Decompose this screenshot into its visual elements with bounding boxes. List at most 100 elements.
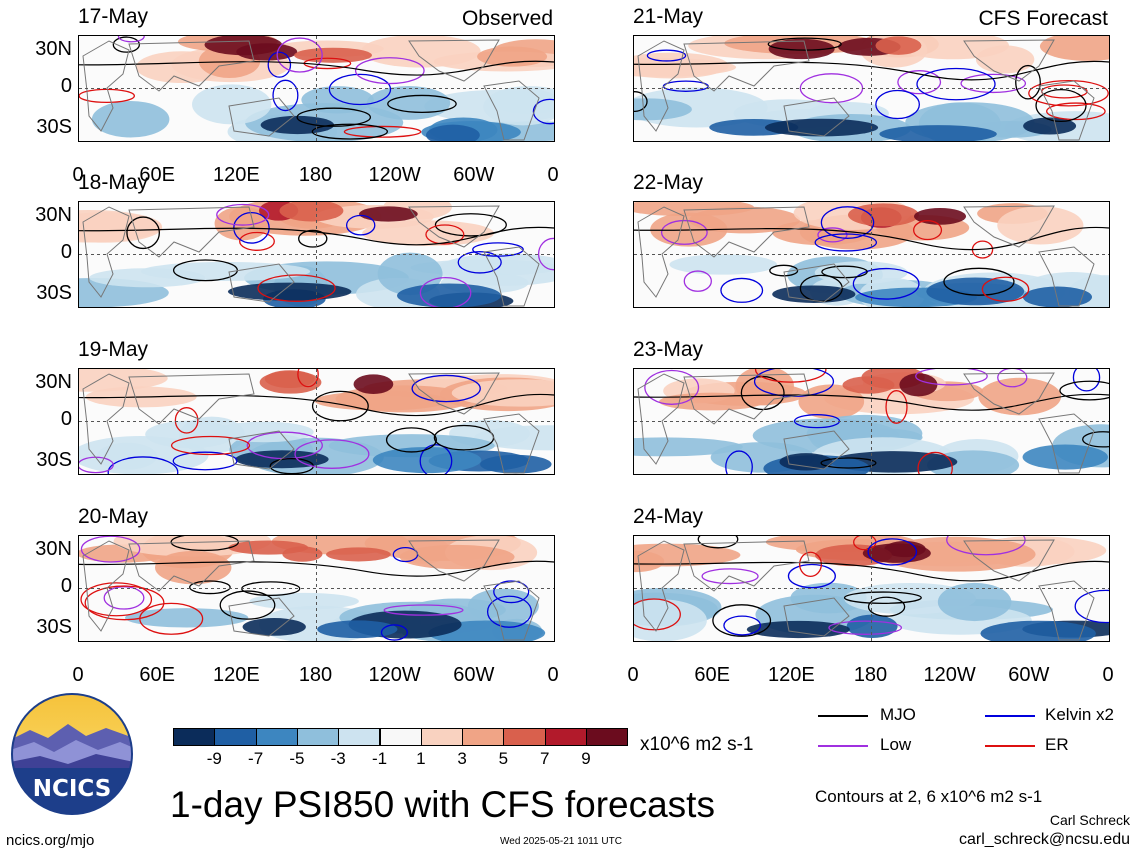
- lon-tick-label: 180: [298, 164, 333, 186]
- colorbar-tick-label: 3: [457, 749, 467, 768]
- anomaly-positive-strong: [914, 207, 967, 225]
- contour-line: [767, 37, 842, 51]
- contour-line: [272, 79, 299, 112]
- panel-date: 19-May: [78, 338, 149, 361]
- contour-line: [343, 125, 422, 138]
- contour-line: [697, 536, 739, 549]
- legend-low-line: [818, 745, 868, 747]
- streamfunction-map: [634, 536, 1109, 641]
- coastline: [128, 40, 255, 92]
- anomaly-positive-strong: [353, 374, 394, 395]
- lat-tick-label: 30S: [36, 616, 72, 638]
- contour-line: [634, 91, 648, 113]
- mjo-contour: [634, 226, 1109, 251]
- colorbar-tick-label: -3: [330, 749, 346, 768]
- lon-tick-label: 180: [853, 664, 888, 686]
- coastline: [82, 206, 130, 298]
- coastline: [408, 372, 500, 415]
- contour-line: [493, 580, 530, 604]
- contour-line: [328, 73, 392, 106]
- contour-line: [189, 580, 231, 595]
- contour-line: [107, 456, 179, 474]
- contour-line: [532, 98, 554, 125]
- anomaly-negative-strong: [397, 283, 502, 307]
- contour-line: [821, 265, 868, 279]
- contour-line: [1059, 380, 1109, 401]
- colorbar-tick-label: 1: [416, 749, 426, 768]
- anomaly-positive-strong: [848, 203, 919, 227]
- anomaly-negative: [669, 254, 778, 275]
- map-panel-24-May: [633, 535, 1110, 642]
- anomaly-positive: [314, 391, 449, 411]
- coastline: [637, 373, 685, 465]
- lon-tick-label: 60E: [139, 164, 175, 186]
- coastline: [483, 80, 540, 141]
- contour-line: [170, 536, 239, 552]
- anomaly-negative-strong: [926, 277, 1025, 306]
- website-link[interactable]: ncics.org/mjo: [6, 832, 95, 849]
- contour-line: [170, 435, 251, 456]
- legend-er-line: [985, 745, 1035, 747]
- contour-line: [943, 267, 1015, 296]
- coastline: [683, 206, 810, 258]
- lat-tick-label: 0: [60, 575, 72, 597]
- contour-line: [486, 595, 533, 628]
- lon-tick-label: 0: [547, 664, 559, 686]
- anomaly-positive: [477, 46, 548, 67]
- map-panel-22-May: [633, 201, 1110, 308]
- colorbar-swatch: [173, 728, 216, 746]
- coastline: [783, 97, 850, 137]
- coastline: [637, 40, 685, 132]
- panel-corner-label: CFS Forecast: [978, 7, 1108, 30]
- mjo-contour: [79, 560, 554, 577]
- colorbar-tick-label: 9: [581, 749, 591, 768]
- anomaly-positive: [451, 379, 554, 407]
- panel-date: 17-May: [78, 5, 149, 28]
- coastline: [408, 539, 500, 582]
- contour-line: [701, 568, 759, 585]
- anomaly-negative: [141, 261, 311, 281]
- anomaly-negative: [634, 599, 707, 641]
- coastline: [228, 263, 295, 303]
- mjo-contour: [634, 60, 1109, 81]
- lon-tick-label: 0: [1102, 664, 1114, 686]
- contour-line: [852, 267, 920, 300]
- contour-line: [174, 407, 199, 434]
- contour-line: [298, 229, 328, 248]
- ncics-logo: NCICS: [10, 692, 134, 816]
- contour-line: [997, 369, 1028, 388]
- lon-tick-label: 180: [298, 664, 333, 686]
- contour-note: Contours at 2, 6 x10^6 m2 s-1: [815, 787, 1043, 806]
- contour-line: [311, 390, 369, 422]
- contour-line: [294, 439, 370, 469]
- map-panel-18-May: [78, 201, 555, 308]
- anomaly-negative: [249, 592, 359, 610]
- contour-line: [117, 36, 145, 43]
- map-panel-19-May: [78, 368, 555, 475]
- anomaly-positive-strong: [875, 36, 922, 55]
- coastline: [1038, 580, 1095, 641]
- lon-tick-label: 120E: [212, 664, 260, 686]
- anomaly-negative-strong: [846, 614, 898, 638]
- contour-line: [296, 107, 372, 127]
- contour-line: [916, 67, 996, 101]
- coastline: [483, 413, 540, 474]
- colorbar-swatch: [420, 728, 464, 746]
- contour-line: [867, 596, 906, 617]
- anomaly-negative-strong: [764, 118, 879, 137]
- contour-line: [354, 57, 425, 85]
- mjo-contour: [634, 560, 1109, 582]
- anomaly-positive: [997, 206, 1084, 245]
- anomaly-negative: [483, 88, 554, 126]
- anomaly-positive: [634, 550, 665, 573]
- lat-tick-label: 0: [60, 241, 72, 263]
- contour-line: [84, 585, 165, 621]
- anomaly-negative-strong: [746, 620, 850, 639]
- contour-line: [472, 242, 524, 257]
- author-email[interactable]: carl_schreck@ncsu.edu: [959, 831, 1130, 848]
- anomaly-negative: [192, 84, 272, 125]
- coastline: [637, 206, 685, 298]
- contour-line: [537, 237, 554, 271]
- anomaly-negative-strong: [242, 618, 306, 636]
- anomaly-negative-strong: [1022, 444, 1108, 470]
